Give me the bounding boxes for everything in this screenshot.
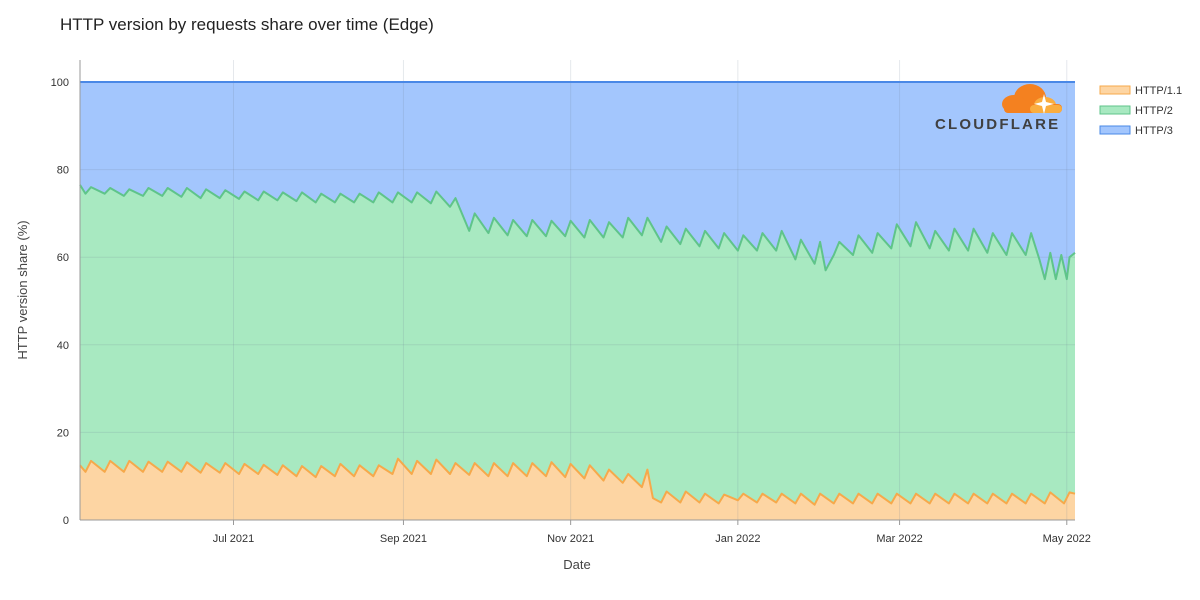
legend-swatch bbox=[1099, 125, 1131, 135]
legend-swatch bbox=[1099, 105, 1131, 115]
y-tick-label: 0 bbox=[63, 515, 69, 527]
x-tick-label: Nov 2021 bbox=[547, 533, 594, 545]
legend-swatch bbox=[1099, 85, 1131, 95]
x-axis-label: Date bbox=[563, 557, 590, 572]
cloudflare-logo: CLOUDFLARE bbox=[935, 84, 1062, 133]
x-tick-label: Sep 2021 bbox=[380, 533, 427, 545]
series-lines bbox=[79, 81, 1076, 506]
axes: 0 20 40 60 80 100 Jul 2021 Sep 2021 Nov 2021 Jan … bbox=[51, 60, 1091, 545]
line-http-1-1 bbox=[79, 457, 1076, 506]
legend-item: HTTP/3 bbox=[1099, 125, 1173, 137]
area-http-1-1 bbox=[80, 458, 1075, 520]
legend-label: HTTP/3 bbox=[1135, 125, 1173, 137]
y-tick-label: 40 bbox=[57, 340, 69, 352]
legend: HTTP/1.1 HTTP/2 HTTP/3 bbox=[1099, 85, 1182, 137]
line-http-2 bbox=[79, 184, 1076, 281]
chart-title: HTTP version by requests share over time… bbox=[60, 15, 434, 34]
x-tick-label: Mar 2022 bbox=[876, 533, 922, 545]
legend-label: HTTP/1.1 bbox=[1135, 85, 1182, 97]
legend-item: HTTP/2 bbox=[1099, 105, 1173, 117]
x-tick-label: Jul 2021 bbox=[213, 533, 255, 545]
y-tick-label: 20 bbox=[57, 427, 69, 439]
y-tick-label: 60 bbox=[57, 252, 69, 264]
svg-text:CLOUDFLARE: CLOUDFLARE bbox=[935, 116, 1060, 133]
y-tick-label: 100 bbox=[51, 77, 69, 89]
legend-label: HTTP/2 bbox=[1135, 105, 1173, 117]
x-tick-label: May 2022 bbox=[1043, 533, 1091, 545]
series-areas bbox=[80, 82, 1075, 520]
y-axis-label: HTTP version share (%) bbox=[15, 220, 30, 359]
y-tick-label: 80 bbox=[57, 165, 69, 177]
area-http-2 bbox=[80, 184, 1075, 505]
x-tick-label: Jan 2022 bbox=[715, 533, 760, 545]
area-http-3 bbox=[80, 82, 1075, 280]
legend-item: HTTP/1.1 bbox=[1099, 85, 1182, 97]
